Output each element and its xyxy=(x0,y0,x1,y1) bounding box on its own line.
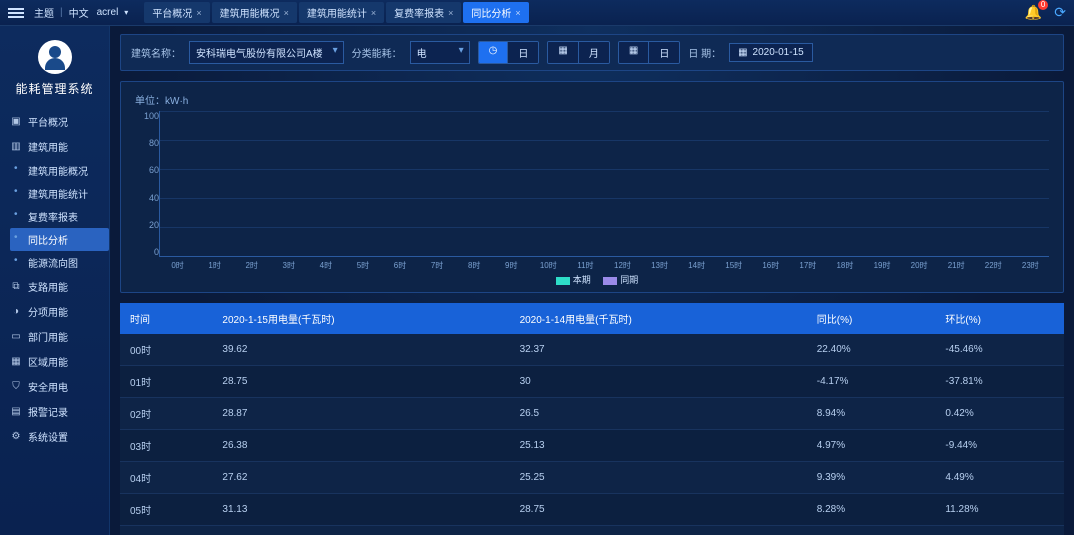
table-row: 00时39.6232.3722.40%-45.46% xyxy=(120,334,1064,366)
支路用能-icon: ⧉ xyxy=(10,281,22,292)
tab-平台概况[interactable]: 平台概况× xyxy=(144,2,209,23)
sidebar-item-报警记录[interactable]: ▤报警记录 xyxy=(0,399,109,424)
building-select[interactable]: 安科瑞电气股份有限公司A楼 xyxy=(189,41,344,64)
period-group-1: ◷ 日 xyxy=(478,41,540,64)
sidebar-item-部门用能[interactable]: ▭部门用能 xyxy=(0,324,109,349)
col-同比(%): 同比(%) xyxy=(807,303,936,334)
avatar-icon xyxy=(38,40,72,74)
date-label: 日 期： xyxy=(688,45,721,60)
table-row: 04时27.6225.259.39%4.49% xyxy=(120,462,1064,494)
close-icon[interactable]: × xyxy=(448,8,453,18)
close-icon[interactable]: × xyxy=(371,8,376,18)
chart-unit: 单位：kW·h xyxy=(135,92,1049,107)
building-label: 建筑名称： xyxy=(131,45,181,60)
tab-复费率报表[interactable]: 复费率报表× xyxy=(386,2,461,23)
period-hour-button[interactable]: ◷ xyxy=(479,42,508,63)
tab-建筑用能概况[interactable]: 建筑用能概况× xyxy=(212,2,297,23)
table-row: 06时51.6360-13.95%39.71% xyxy=(120,526,1064,535)
category-label: 分类能耗： xyxy=(352,45,402,60)
logo-area: 能耗管理系统 xyxy=(0,34,109,109)
period-group-2: ▦ 月 xyxy=(547,41,609,64)
建筑用能-icon: ▥ xyxy=(10,141,22,152)
col-时间: 时间 xyxy=(120,303,212,334)
calendar-icon[interactable]: ▦ xyxy=(548,42,577,63)
close-icon[interactable]: × xyxy=(284,8,289,18)
table-row: 05时31.1328.758.28%11.28% xyxy=(120,494,1064,526)
date-value: 2020-01-15 xyxy=(753,47,804,58)
col-2020-1-14用电量(千瓦时): 2020-1-14用电量(千瓦时) xyxy=(510,303,807,334)
sidebar-item-安全用电[interactable]: ⛉安全用电 xyxy=(0,374,109,399)
user-label[interactable]: acrel xyxy=(97,7,119,18)
refresh-icon[interactable]: ⟳ xyxy=(1054,4,1066,21)
tab-bar: 平台概况×建筑用能概况×建筑用能统计×复费率报表×同比分析× xyxy=(144,2,528,23)
date-picker[interactable]: ▦ 2020-01-15 xyxy=(729,43,813,62)
close-icon[interactable]: × xyxy=(515,8,520,18)
period-group-3: ▦ 日 xyxy=(618,41,680,64)
sidebar-sub-能源流向图[interactable]: 能源流向图 xyxy=(22,251,109,274)
system-name: 能耗管理系统 xyxy=(0,80,109,97)
table-row: 02时28.8726.58.94%0.42% xyxy=(120,398,1064,430)
table-row: 01时28.7530-4.17%-37.81% xyxy=(120,366,1064,398)
close-icon[interactable]: × xyxy=(196,8,201,18)
sidebar-sub-建筑用能概况[interactable]: 建筑用能概况 xyxy=(22,159,109,182)
系统设置-icon: ⚙ xyxy=(10,431,22,442)
sidebar-item-分项用能[interactable]: ◑分项用能 xyxy=(0,299,109,324)
chart-legend: 本期 同期 xyxy=(135,273,1049,286)
period-month-button[interactable]: 月 xyxy=(578,42,609,63)
top-bar: 主题 | 中文 acrel ▾ 平台概况×建筑用能概况×建筑用能统计×复费率报表… xyxy=(0,0,1074,26)
sidebar-item-平台概况[interactable]: ▣平台概况 xyxy=(0,109,109,134)
部门用能-icon: ▭ xyxy=(10,331,22,342)
x-axis: 0时1时2时3时4时5时6时7时8时9时10时11时12时13时14时15时16… xyxy=(159,260,1049,271)
chart-plot xyxy=(159,111,1049,257)
y-axis: 100806040200 xyxy=(135,111,159,271)
col-2020-1-15用电量(千瓦时): 2020-1-15用电量(千瓦时) xyxy=(212,303,509,334)
calendar-small-icon: ▦ xyxy=(738,47,747,58)
安全用电-icon: ⛉ xyxy=(10,381,22,392)
calendar-icon-2[interactable]: ▦ xyxy=(619,42,648,63)
chart-panel: 单位：kW·h 100806040200 0时1时2时3时4时5时6时7时8时9… xyxy=(120,81,1064,293)
tab-建筑用能统计[interactable]: 建筑用能统计× xyxy=(299,2,384,23)
filter-bar: 建筑名称： 安科瑞电气股份有限公司A楼 分类能耗： 电 ◷ 日 ▦ 月 ▦ 日 … xyxy=(120,34,1064,71)
sidebar: 能耗管理系统 ▣平台概况▥建筑用能建筑用能概况建筑用能统计复费率报表同比分析能源… xyxy=(0,26,110,535)
lang-label[interactable]: 中文 xyxy=(69,5,89,20)
sidebar-sub-复费率报表[interactable]: 复费率报表 xyxy=(22,205,109,228)
top-left-info: 主题 | 中文 acrel ▾ xyxy=(34,5,128,20)
category-select[interactable]: 电 xyxy=(410,41,470,64)
menu-toggle-icon[interactable] xyxy=(8,8,24,18)
tab-同比分析[interactable]: 同比分析× xyxy=(463,2,528,23)
col-环比(%): 环比(%) xyxy=(935,303,1064,334)
bell-badge: 0 xyxy=(1038,0,1048,10)
sidebar-item-支路用能[interactable]: ⧉支路用能 xyxy=(0,274,109,299)
sidebar-item-建筑用能[interactable]: ▥建筑用能 xyxy=(0,134,109,159)
main-content: 建筑名称： 安科瑞电气股份有限公司A楼 分类能耗： 电 ◷ 日 ▦ 月 ▦ 日 … xyxy=(110,26,1074,535)
sidebar-sub-同比分析[interactable]: 同比分析 xyxy=(10,228,109,251)
bell-icon[interactable]: 🔔0 xyxy=(1025,4,1042,21)
period-day-button[interactable]: 日 xyxy=(507,42,538,63)
分项用能-icon: ◑ xyxy=(10,306,22,317)
sidebar-item-区域用能[interactable]: ▦区域用能 xyxy=(0,349,109,374)
table-row: 03时26.3825.134.97%-9.44% xyxy=(120,430,1064,462)
theme-label[interactable]: 主题 xyxy=(34,5,54,20)
平台概况-icon: ▣ xyxy=(10,116,22,127)
sidebar-item-系统设置[interactable]: ⚙系统设置 xyxy=(0,424,109,449)
chevron-down-icon[interactable]: ▾ xyxy=(124,8,128,17)
区域用能-icon: ▦ xyxy=(10,356,22,367)
period-day2-button[interactable]: 日 xyxy=(648,42,679,63)
报警记录-icon: ▤ xyxy=(10,406,22,417)
data-table: 时间2020-1-15用电量(千瓦时)2020-1-14用电量(千瓦时)同比(%… xyxy=(120,303,1064,535)
sidebar-sub-建筑用能统计[interactable]: 建筑用能统计 xyxy=(22,182,109,205)
